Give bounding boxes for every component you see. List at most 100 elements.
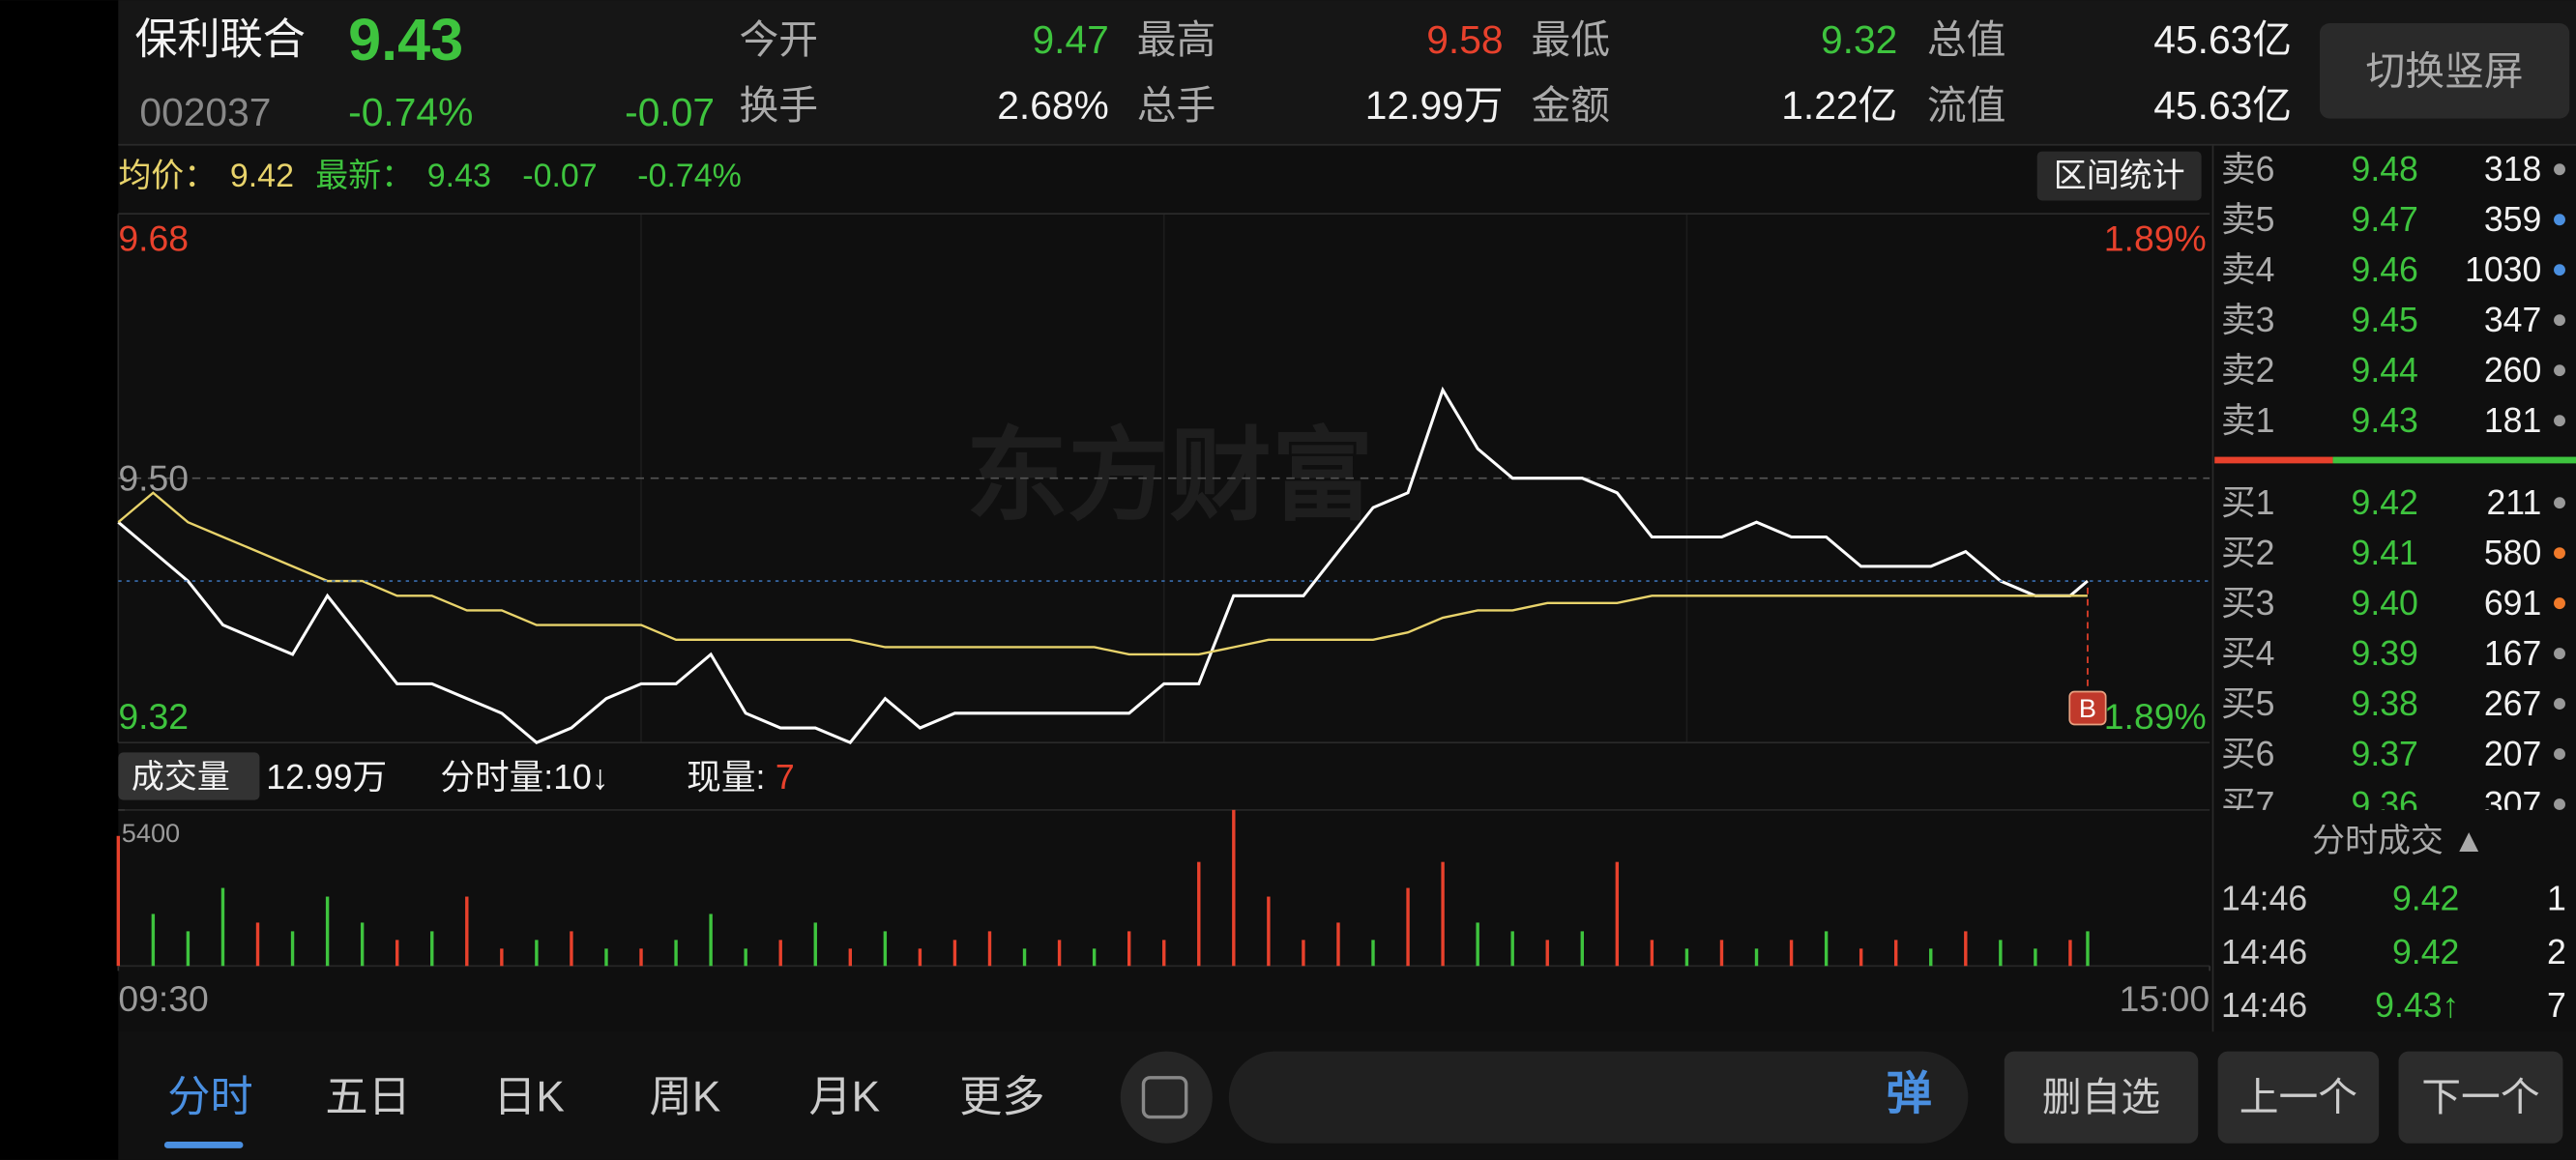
book-volume: 691 (2484, 584, 2542, 623)
volume-bar (1336, 922, 1340, 967)
tab[interactable]: 五日 (325, 1074, 410, 1121)
ask-bar (2214, 456, 2333, 464)
book-label: 买2 (2221, 534, 2275, 572)
comment-icon[interactable] (1120, 1051, 1213, 1144)
current-volume-label: 现量: (687, 758, 765, 797)
book-price: 9.39 (2351, 634, 2417, 673)
volume-bar (290, 931, 295, 967)
stat-value: 12.99万 (1365, 83, 1504, 128)
book-price: 9.42 (2351, 483, 2417, 522)
book-dot (2554, 547, 2565, 560)
book-dot (2554, 264, 2565, 276)
volume-bar (918, 948, 922, 967)
tab[interactable]: 更多 (959, 1074, 1044, 1121)
volume-bar (1267, 896, 1271, 967)
danmaku-toggle[interactable]: 弹 (1886, 1068, 1932, 1119)
volume-bar (1615, 861, 1620, 967)
volume-bar (1057, 940, 1062, 967)
volume-bar (1302, 940, 1305, 967)
volume-bar (500, 948, 504, 967)
change-pct: -0.74% (348, 90, 473, 134)
book-label: 卖4 (2221, 250, 2275, 289)
volume-bar (1545, 940, 1549, 967)
volume-bar (848, 948, 853, 967)
volume-bar (1371, 940, 1375, 967)
rotate-button[interactable] (2319, 23, 2570, 119)
book-dot (2554, 214, 2565, 226)
volume-bar (1999, 940, 2003, 967)
volume-selector[interactable] (118, 752, 260, 800)
trade-volume: 1 (2547, 880, 2566, 918)
book-dot (2554, 497, 2565, 509)
book-volume: 1030 (2465, 250, 2541, 289)
y-tick-label: 9.68 (118, 218, 189, 259)
stat-value: 1.22亿 (1781, 83, 1897, 128)
volume-bar (604, 948, 608, 967)
book-volume: 318 (2484, 150, 2542, 188)
book-volume: 267 (2484, 684, 2542, 723)
book-volume: 207 (2484, 735, 2542, 773)
volume-bar (674, 940, 678, 967)
book-price: 9.45 (2351, 301, 2417, 339)
range-button-label[interactable]: 区间统计 (2054, 158, 2185, 194)
tab[interactable]: 日K (493, 1074, 565, 1121)
book-volume: 167 (2484, 634, 2542, 673)
tab-underline (163, 1142, 244, 1148)
tab[interactable]: 月K (808, 1074, 880, 1121)
volume-bar (1510, 931, 1514, 967)
comment-input[interactable] (1228, 1051, 1969, 1144)
avg-value: 9.42 (230, 158, 294, 194)
action-button[interactable]: 删自选 (2042, 1075, 2160, 1119)
volume-bar (535, 940, 539, 967)
last-label: 最新： (315, 158, 414, 194)
trade-price: 9.42 (2392, 933, 2459, 972)
trades-title: 分时成交 ▲ (2312, 823, 2485, 859)
stat-value: 45.63亿 (2153, 17, 2292, 62)
tab[interactable]: 周K (650, 1074, 721, 1121)
action-button[interactable]: 上一个 (2239, 1075, 2357, 1119)
book-label: 卖6 (2221, 150, 2275, 188)
volume-label[interactable]: 成交量 (132, 759, 230, 796)
volume-bar (151, 914, 156, 967)
volume-bar (1476, 922, 1479, 967)
button-bg[interactable] (2004, 1051, 2199, 1144)
volume-bar (255, 922, 260, 967)
left-margin (0, 0, 119, 1160)
book-price: 9.36 (2351, 785, 2417, 824)
volume-bar (1894, 940, 1898, 967)
book-volume: 260 (2484, 351, 2542, 390)
last-change-pct: -0.74% (637, 158, 742, 194)
volume-bar (1789, 940, 1794, 967)
book-dot (2554, 364, 2565, 377)
stat-label: 金额 (1531, 83, 1610, 128)
book-dot (2554, 748, 2565, 761)
book-label: 买7 (2221, 785, 2275, 824)
header-bar (118, 0, 2576, 145)
button-bg[interactable] (2398, 1051, 2563, 1144)
stat-value: 9.47 (1032, 17, 1108, 62)
tab[interactable]: 分时 (167, 1074, 252, 1121)
volume-bar (1859, 948, 1863, 967)
volume-bar (709, 914, 713, 967)
buy-badge-glyph: B (2079, 693, 2096, 723)
book-price: 9.40 (2351, 584, 2417, 623)
y2-tick-label: 1.89% (2104, 218, 2207, 259)
stat-label: 流值 (1927, 83, 2006, 128)
volume-bar (465, 896, 469, 967)
price-line (117, 386, 2089, 745)
rotate-button-label[interactable]: 切换竖屏 (2366, 48, 2524, 93)
range-button[interactable] (2036, 151, 2202, 201)
volume-bar (883, 931, 888, 967)
volume-bar (813, 922, 817, 967)
book-price: 9.44 (2351, 351, 2417, 390)
button-bg[interactable] (2217, 1051, 2380, 1144)
volume-bar (1127, 931, 1131, 967)
volume-bar (1719, 940, 1724, 967)
stat-value: 45.63亿 (2153, 83, 2292, 128)
watermark: 东方财富 (966, 420, 1373, 533)
stat-label: 总值 (1927, 17, 2006, 62)
x-tick-label: 15:00 (2120, 978, 2210, 1019)
action-button[interactable]: 下一个 (2421, 1075, 2539, 1119)
book-label: 买1 (2221, 483, 2275, 522)
